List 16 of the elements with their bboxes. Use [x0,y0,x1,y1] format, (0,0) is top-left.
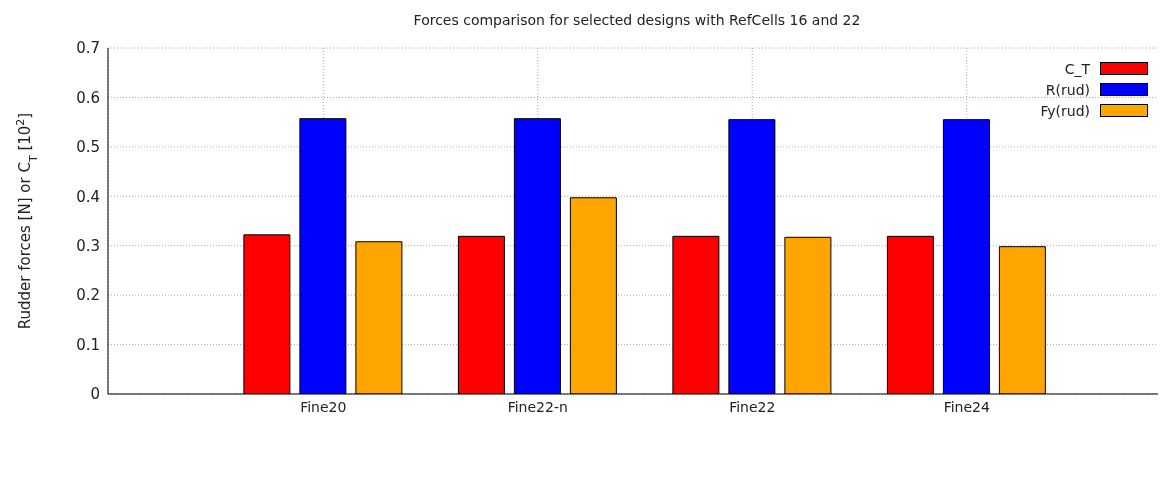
x-tick-label: Fine22 [729,398,776,415]
chart-title: Forces comparison for selected designs with RefCells 16 and 22 [412,12,862,28]
y-tick-label: 0.5 [76,138,100,157]
x-tick-label: Fine20 [300,398,347,415]
y-tick-label: 0.6 [76,88,100,107]
legend-label: C_T [1064,60,1090,77]
legend-label: R(rud) [1045,81,1090,98]
x-tick-label: Fine22-n [507,398,568,415]
legend-label: Fy(rud) [1040,102,1090,119]
x-tick-label: Fine24 [943,398,990,415]
y-tick-label: 0.4 [76,187,100,206]
y-tick-label: 0 [90,385,100,404]
y-tick-label: 0.2 [76,286,100,305]
y-tick-label: 0.3 [76,237,100,256]
y-tick-label: 0.7 [76,39,100,58]
y-tick-label: 0.1 [76,335,100,354]
